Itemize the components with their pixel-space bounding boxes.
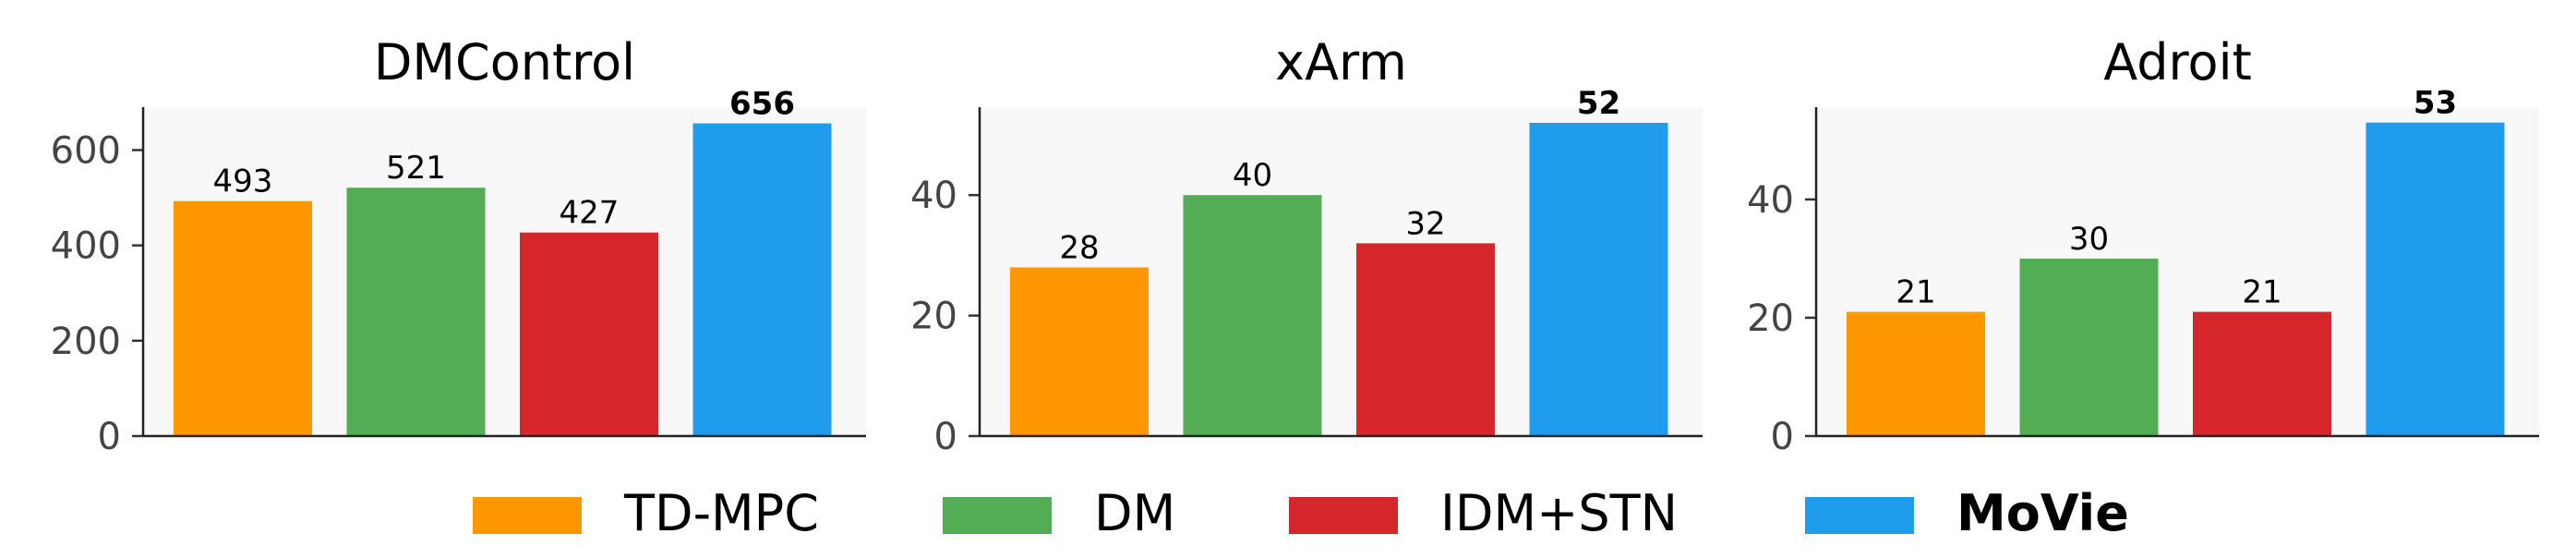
bar-td-mpc [1847,311,1985,436]
bar-value-label: 521 [386,150,446,187]
legend-swatch-dm [943,497,1052,534]
bar-value-label: 21 [2242,274,2281,311]
bar-idm-stn [520,232,658,436]
chart-panel-xarm: xArm 28 40 32 52 0 20 40 [910,33,1703,458]
legend-label: DM [1094,484,1175,542]
y-tick-label: 20 [910,296,957,338]
bar-dm [2019,258,2159,436]
legend-swatch-idm-stn [1289,497,1398,534]
bar-value-label: 30 [2069,221,2109,258]
bar-value-label: 21 [1896,274,1935,311]
legend-label: IDM+STN [1440,484,1678,542]
panel-title: xArm [1275,33,1407,91]
bar-value-label: 32 [1405,205,1445,242]
bar-value-label: 656 [729,86,795,123]
bar-idm-stn [2193,311,2331,436]
legend-swatch-td-mpc [473,497,582,534]
y-tick-label: 40 [910,175,957,217]
chart-legend: TD-MPC DM IDM+STN MoVie [473,484,2129,542]
bar-value-label: 28 [1059,229,1099,266]
y-tick-label: 200 [51,321,121,363]
bar-td-mpc [174,200,312,436]
panel-title: DMControl [374,33,635,91]
legend-label: MoVie [1956,484,2129,542]
bar-value-label: 52 [1577,85,1620,122]
bar-movie [692,123,832,436]
bar-value-label: 427 [560,195,620,232]
y-tick-label: 0 [1771,416,1794,458]
y-tick-label: 400 [51,225,121,268]
bar-movie [2365,122,2505,437]
y-tick-label: 0 [98,416,121,458]
y-tick-label: 0 [934,416,957,458]
bar-movie [1529,122,1668,436]
y-tick-label: 600 [51,129,121,172]
bar-td-mpc [1010,267,1149,436]
y-tick-label: 40 [1747,179,1794,222]
bar-value-label: 493 [213,164,273,200]
chart-panel-adroit: Adroit 21 30 21 53 0 20 40 [1747,33,2539,458]
bar-dm [346,188,486,436]
panel-title: Adroit [2103,33,2252,91]
chart-panel-dmcontrol: DMControl 493 521 427 656 0 200 400 600 [51,33,866,458]
y-tick-label: 20 [1747,297,1794,340]
legend-label: TD-MPC [623,484,819,542]
bar-value-label: 53 [2413,85,2457,122]
legend-swatch-movie [1805,497,1914,534]
bar-value-label: 40 [1233,157,1272,194]
bar-dm [1183,195,1322,436]
bar-idm-stn [1356,243,1495,436]
